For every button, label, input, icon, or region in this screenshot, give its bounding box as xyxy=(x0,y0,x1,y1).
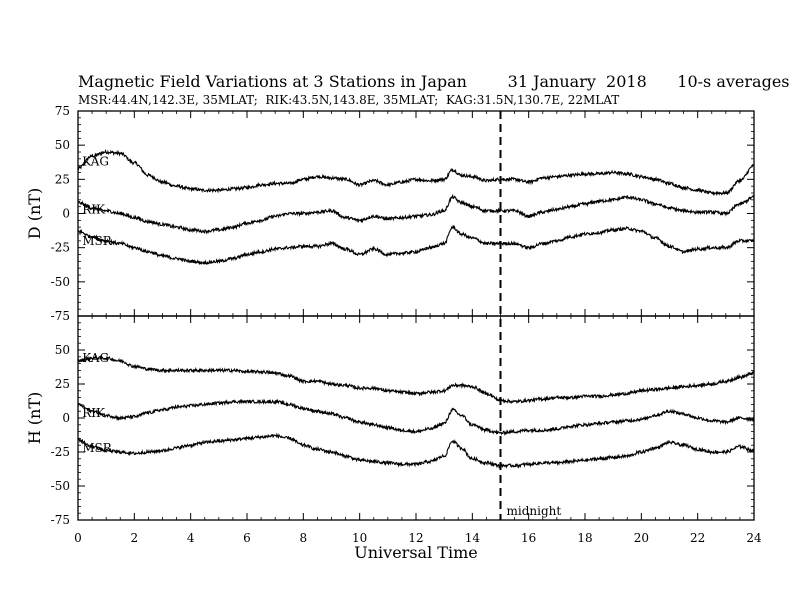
y-tick-label: -25 xyxy=(51,241,70,255)
x-tick-label: 2 xyxy=(131,531,139,545)
x-tick-label: 8 xyxy=(300,531,308,545)
series-label-kag: KAG xyxy=(82,351,109,365)
x-tick-label: 6 xyxy=(243,531,251,545)
y-tick-label: -25 xyxy=(51,445,70,459)
x-tick-label: 14 xyxy=(465,531,481,545)
series-line-msr xyxy=(77,432,755,469)
panel-frame xyxy=(77,110,755,317)
y-axis-label: H (nT) xyxy=(25,392,44,445)
y-tick-label: 25 xyxy=(55,377,70,391)
y-tick-label: 50 xyxy=(55,138,70,152)
x-tick-label: 18 xyxy=(577,531,592,545)
chart-title: Magnetic Field Variations at 3 Stations … xyxy=(78,72,790,91)
y-tick-label: -50 xyxy=(51,479,70,493)
y-axis-label: D (nT) xyxy=(25,188,44,239)
series-label-rik: RIK xyxy=(82,203,106,217)
x-tick-label: 22 xyxy=(690,531,705,545)
y-tick-label: -75 xyxy=(51,309,70,323)
series-line-msr xyxy=(77,224,755,266)
midnight-marker-label: midnight xyxy=(507,504,562,518)
panel-frame xyxy=(77,315,755,521)
series-label-rik: RIK xyxy=(82,406,106,420)
panel-h: 50 25 0 -25 -50 -75 H (nT) KAG RIK MSR xyxy=(25,315,755,527)
x-axis-label: Universal Time xyxy=(354,543,477,562)
x-tick-label: 24 xyxy=(746,531,762,545)
series-line-rik xyxy=(77,398,755,437)
series-line-kag xyxy=(77,354,755,405)
y-tick-label: 25 xyxy=(55,172,70,186)
series-label-kag: KAG xyxy=(82,154,109,168)
x-tick-label: 10 xyxy=(352,531,367,545)
panel-d: 75 50 25 0 -25 -50 -75 D (nT) KAG RIK MSR xyxy=(25,104,755,323)
y-tick-label: 0 xyxy=(62,411,70,425)
y-tick-label: 50 xyxy=(55,343,70,357)
x-tick-label: 12 xyxy=(408,531,423,545)
chart-subtitle: MSR:44.4N,142.3E, 35MLAT; RIK:43.5N,143.… xyxy=(78,93,620,107)
y-tick-label: 75 xyxy=(55,104,70,118)
series-line-rik xyxy=(77,193,755,235)
x-tick-label: 20 xyxy=(634,531,649,545)
y-tick-label: -75 xyxy=(51,513,70,527)
y-tick-label: 0 xyxy=(62,207,70,221)
x-tick-label: 0 xyxy=(74,531,82,545)
series-label-msr: MSR xyxy=(82,234,113,248)
series-line-kag xyxy=(77,148,755,197)
x-tick-label: 16 xyxy=(521,531,536,545)
y-tick-label: -50 xyxy=(51,275,70,289)
x-tick-label: 4 xyxy=(187,531,195,545)
series-label-msr: MSR xyxy=(82,441,113,455)
